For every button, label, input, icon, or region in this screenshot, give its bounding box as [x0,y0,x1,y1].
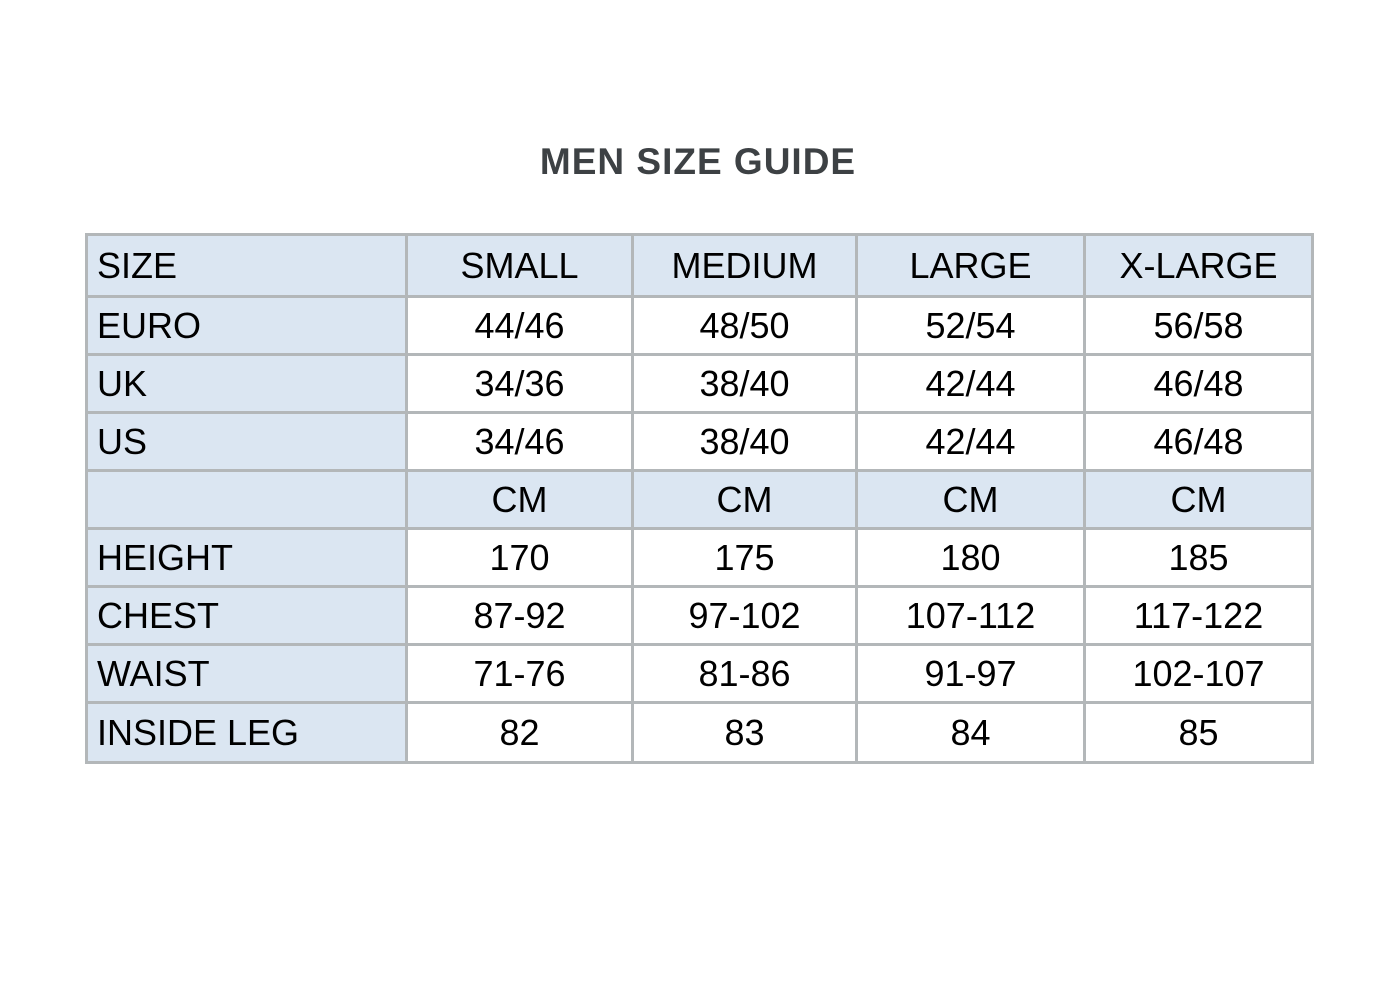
cell: CM [631,469,858,530]
cell: 42/44 [855,411,1086,472]
cell: 82 [405,701,634,764]
header-cell-x-large: X-LARGE [1083,233,1314,298]
row-label: CHEST [85,585,408,646]
row-label: HEIGHT [85,527,408,588]
cell: 71-76 [405,643,634,704]
cell: 46/48 [1083,353,1314,414]
cell: 34/46 [405,411,634,472]
cell: 175 [631,527,858,588]
cell: 83 [631,701,858,764]
men-size-guide-table: SIZE SMALL MEDIUM LARGE X-LARGE EURO 44/… [85,233,1314,764]
header-cell-size: SIZE [85,233,408,298]
cell: 97-102 [631,585,858,646]
row-uk: UK 34/36 38/40 42/44 46/48 [85,353,1314,414]
row-label [85,469,408,530]
row-label: EURO [85,295,408,356]
cell: 48/50 [631,295,858,356]
cell: CM [1083,469,1314,530]
cell: 52/54 [855,295,1086,356]
cell: 91-97 [855,643,1086,704]
cell: 46/48 [1083,411,1314,472]
cell: 42/44 [855,353,1086,414]
cell: 34/36 [405,353,634,414]
cell: 85 [1083,701,1314,764]
header-cell-small: SMALL [405,233,634,298]
cell: 81-86 [631,643,858,704]
header-row: SIZE SMALL MEDIUM LARGE X-LARGE [85,233,1314,298]
row-label: US [85,411,408,472]
row-label: INSIDE LEG [85,701,408,764]
header-cell-large: LARGE [855,233,1086,298]
page-title: MEN SIZE GUIDE [539,141,857,182]
cell: 84 [855,701,1086,764]
cell: 56/58 [1083,295,1314,356]
cell: CM [855,469,1086,530]
cell: 44/46 [405,295,634,356]
row-chest: CHEST 87-92 97-102 107-112 117-122 [85,585,1314,646]
row-euro: EURO 44/46 48/50 52/54 56/58 [85,295,1314,356]
cell: 107-112 [855,585,1086,646]
header-cell-medium: MEDIUM [631,233,858,298]
cell: 102-107 [1083,643,1314,704]
cell: CM [405,469,634,530]
cell: 180 [855,527,1086,588]
row-us: US 34/46 38/40 42/44 46/48 [85,411,1314,472]
cell: 38/40 [631,353,858,414]
row-waist: WAIST 71-76 81-86 91-97 102-107 [85,643,1314,704]
cell: 117-122 [1083,585,1314,646]
cell: 185 [1083,527,1314,588]
cell: 87-92 [405,585,634,646]
row-label: WAIST [85,643,408,704]
row-height: HEIGHT 170 175 180 185 [85,527,1314,588]
cell: 38/40 [631,411,858,472]
row-label: UK [85,353,408,414]
cell: 170 [405,527,634,588]
row-cm-units: CM CM CM CM [85,469,1314,530]
row-inside-leg: INSIDE LEG 82 83 84 85 [85,701,1314,764]
